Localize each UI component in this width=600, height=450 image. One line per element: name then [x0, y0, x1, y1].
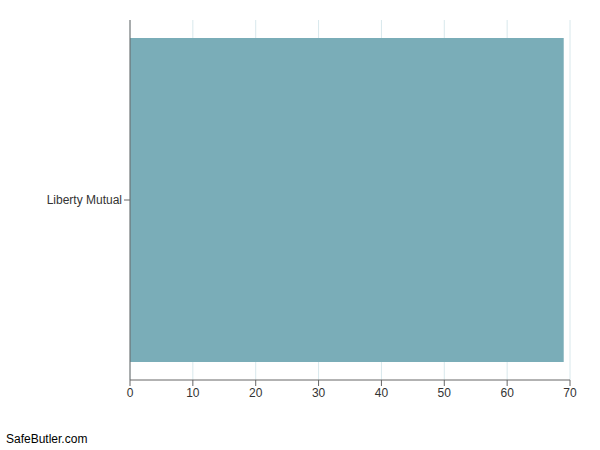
svg-text:70: 70 [563, 386, 577, 400]
svg-text:0: 0 [127, 386, 134, 400]
html-text:SafeButler.com: SafeButler.com [6, 432, 88, 446]
svg-text:60: 60 [500, 386, 514, 400]
svg-text:Liberty Mutual: Liberty Mutual [47, 193, 122, 207]
svg-text:40: 40 [375, 386, 389, 400]
svg-text:20: 20 [249, 386, 263, 400]
svg-text:10: 10 [186, 386, 200, 400]
svg-text:50: 50 [438, 386, 452, 400]
svg-text:30: 30 [312, 386, 326, 400]
